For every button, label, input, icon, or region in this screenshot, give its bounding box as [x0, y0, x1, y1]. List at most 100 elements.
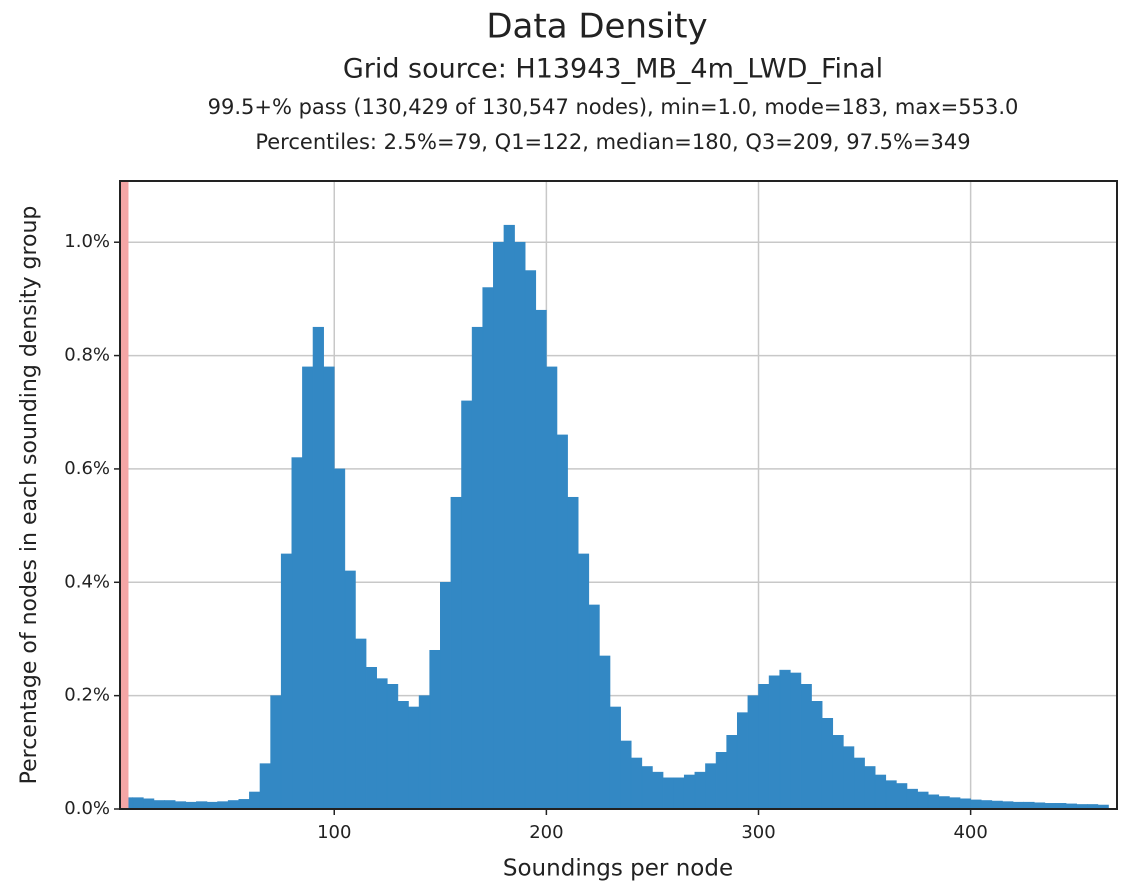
histogram-bar	[535, 309, 547, 810]
histogram-bar	[736, 712, 749, 810]
histogram-bar	[715, 752, 727, 810]
histogram-bar	[174, 801, 187, 810]
histogram-bar	[683, 774, 696, 810]
histogram-bar	[641, 766, 653, 810]
histogram-bar	[652, 771, 664, 810]
histogram-bar	[864, 766, 876, 810]
histogram-bar	[440, 581, 452, 810]
histogram-bar	[567, 496, 579, 810]
histogram-bar	[503, 224, 515, 810]
histogram-bar	[461, 400, 473, 810]
histogram-bar	[376, 678, 388, 810]
histogram-bar	[556, 434, 568, 810]
histogram-bar	[620, 740, 632, 810]
y-axis-label: Percentage of nodes in each sounding den…	[17, 206, 42, 785]
histogram-bar	[577, 553, 590, 810]
histogram-bar	[355, 638, 367, 810]
x-axis-label: Soundings per node	[503, 856, 733, 882]
y-tick-label: 1.0%	[64, 231, 110, 252]
y-tick-label: 0.0%	[64, 798, 110, 819]
histogram-bar	[673, 777, 685, 810]
histogram-bar	[599, 655, 611, 810]
histogram-bar	[280, 553, 293, 810]
histogram-bar	[874, 774, 887, 810]
histogram-bar	[588, 604, 600, 810]
histogram-bar	[482, 287, 494, 810]
histogram-bar	[662, 777, 674, 810]
annotation: Percentiles: 2.5%=79, Q1=122, median=180…	[255, 130, 970, 154]
histogram-bar	[832, 735, 844, 810]
histogram-bar	[970, 799, 982, 810]
histogram-bar	[800, 684, 812, 810]
histogram-bar	[853, 757, 865, 810]
histogram-bar	[514, 241, 526, 810]
histogram-bar	[630, 757, 643, 810]
histogram-bar	[408, 706, 420, 810]
histogram-bar	[471, 326, 484, 810]
histogram-bar	[758, 684, 770, 810]
x-tick-label: 300	[741, 822, 775, 843]
histogram-bar	[323, 366, 335, 810]
histogram-bar	[546, 366, 558, 810]
histogram-bar	[1023, 801, 1035, 810]
histogram-bar	[811, 701, 823, 810]
histogram-bar	[747, 695, 759, 810]
y-tick-label: 0.6%	[64, 458, 110, 479]
histogram-bar	[843, 746, 855, 810]
histogram-bar	[365, 667, 377, 810]
histogram-bar	[429, 649, 441, 810]
histogram-bar	[217, 801, 229, 810]
histogram-bar	[927, 794, 940, 810]
histogram-bar	[959, 798, 971, 810]
histogram-bar	[726, 735, 738, 810]
histogram-bar	[779, 669, 791, 810]
y-tick-label: 0.4%	[64, 571, 110, 592]
histogram-bar	[906, 788, 918, 810]
histogram-bar	[991, 800, 1003, 810]
plot-frame	[119, 180, 1118, 810]
histogram-bar	[917, 791, 929, 810]
histogram-bar	[185, 801, 197, 810]
histogram-bar	[821, 718, 834, 810]
histogram-bar	[938, 796, 950, 810]
histogram-bar	[386, 684, 399, 810]
histogram-bar	[302, 366, 314, 810]
histogram-bar	[206, 801, 218, 810]
histogram-bar	[1002, 801, 1014, 810]
x-tick-label: 100	[317, 822, 351, 843]
histogram-bar	[790, 672, 802, 810]
histogram-bar	[344, 570, 356, 810]
histogram-bar	[259, 763, 271, 810]
histogram-bar	[397, 701, 409, 810]
histogram-bar	[270, 695, 282, 810]
histogram-bar	[291, 457, 303, 810]
annotation: 99.5+% pass (130,429 of 130,547 nodes), …	[208, 95, 1019, 119]
histogram-bar	[153, 800, 165, 810]
histogram-bar	[312, 326, 324, 810]
histogram-bar	[196, 801, 208, 810]
histogram-bar	[609, 706, 621, 810]
histogram-bar	[493, 241, 505, 810]
histogram-bar	[143, 798, 155, 810]
y-tick-label: 0.2%	[64, 685, 110, 706]
histogram-bar	[227, 800, 240, 810]
histogram-bar	[418, 695, 431, 810]
histogram-bar	[885, 780, 897, 810]
histogram-bar	[896, 783, 908, 810]
chart-subtitle: Grid source: H13943_MB_4m_LWD_Final	[343, 54, 883, 85]
x-tick-label: 400	[953, 822, 987, 843]
histogram-bar	[524, 270, 537, 810]
y-tick-label: 0.8%	[64, 345, 110, 366]
chart-title: Data Density	[486, 7, 707, 47]
histogram-bar	[333, 468, 346, 810]
histogram-bar	[450, 496, 462, 810]
histogram-bar	[164, 800, 176, 810]
fail-region	[120, 181, 129, 809]
histogram-bar	[249, 791, 261, 810]
histogram-bar	[705, 763, 717, 810]
histogram-bar	[949, 797, 961, 810]
histogram-bar	[1012, 801, 1024, 810]
histogram-bar	[238, 799, 250, 810]
histogram-bar	[694, 771, 706, 810]
